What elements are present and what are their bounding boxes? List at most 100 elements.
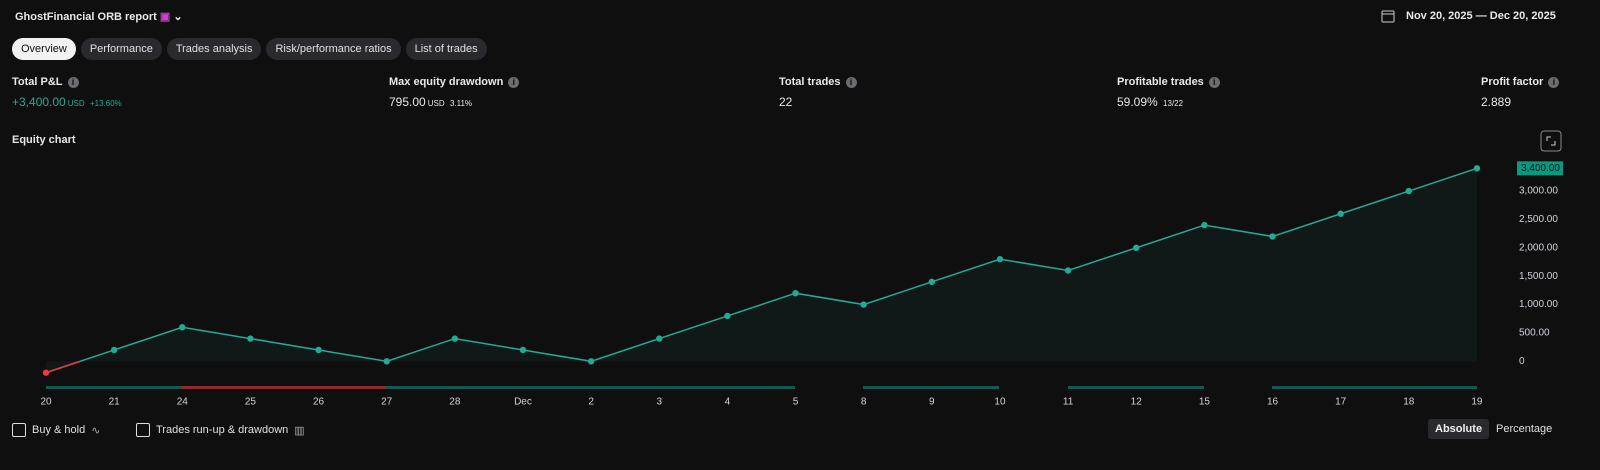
equity-point: [724, 312, 731, 320]
metric: Max equity drawdown i 795.00 USD 3.11%: [389, 76, 520, 109]
equity-point: [928, 278, 936, 286]
chart-title: Equity chart: [12, 134, 76, 146]
metric-value: 59.09%: [1117, 95, 1158, 109]
equity-point: [1269, 233, 1276, 240]
info-icon[interactable]: i: [67, 76, 79, 88]
metric-label: Profitable trades: [1117, 76, 1204, 88]
y-tick-label: 1,500.00: [1519, 271, 1558, 282]
tab[interactable]: Performance: [80, 38, 162, 60]
equity-line: [45, 167, 1478, 374]
x-tick-label: 17: [1335, 397, 1347, 408]
equity-point: [860, 301, 867, 308]
date-range[interactable]: Nov 20, 2025 — Dec 20, 2025: [1406, 10, 1556, 22]
x-tick-label: 3: [656, 397, 662, 408]
x-tick-label: 18: [1403, 397, 1415, 408]
tab[interactable]: Trades analysis: [166, 38, 262, 60]
metric-value: +3,400.00: [12, 95, 66, 109]
report-title[interactable]: GhostFinancial ORB report ▣ ⌄: [15, 10, 183, 23]
tabs: Overview Performance Trades analysis Ris…: [12, 38, 487, 60]
last-value-box: [1517, 161, 1563, 176]
equity-point: [587, 358, 595, 365]
expand-button[interactable]: [1540, 130, 1562, 152]
runup-toggle[interactable]: Trades run-up & drawdown ▥: [136, 423, 305, 437]
equity-point: [247, 335, 254, 342]
equity-point: [383, 358, 390, 365]
trade-bar: [1068, 386, 1204, 389]
metric: Profit factor i 2.889: [1481, 76, 1560, 109]
x-tick-label: 24: [177, 397, 189, 408]
metric-label: Profit factor: [1481, 76, 1544, 88]
x-tick-label: 12: [1131, 397, 1143, 408]
metric: Profitable trades i 59.09% 13/22: [1117, 76, 1220, 109]
control-label: Trades run-up & drawdown: [156, 424, 289, 436]
y-tick-label: 2,500.00: [1519, 214, 1558, 225]
metric-extra: 13/22: [1163, 99, 1184, 108]
y-tick-label: 500.00: [1519, 328, 1550, 339]
metric-value: 2.889: [1481, 95, 1512, 109]
x-tick-label: 19: [1471, 397, 1483, 408]
equity-area: [46, 168, 1477, 373]
equity-point: [1405, 187, 1413, 195]
x-tick-label: Dec: [514, 397, 532, 408]
equity-point: [1337, 210, 1344, 217]
info-icon[interactable]: i: [508, 76, 520, 88]
equity-point: [1201, 221, 1208, 229]
x-tick-label: 25: [245, 397, 257, 408]
metric-value: 22: [779, 95, 793, 109]
buy-hold-toggle[interactable]: Buy & hold ∿: [12, 423, 100, 437]
tab[interactable]: List of trades: [405, 38, 487, 60]
metric: Total trades i 22: [779, 76, 857, 109]
trade-bar: [182, 386, 386, 389]
absolute-button[interactable]: Absolute: [1428, 419, 1490, 439]
equity-point: [179, 324, 186, 331]
line-icon: ∿: [91, 424, 101, 437]
x-tick-label: 15: [1199, 397, 1211, 408]
x-tick-label: 9: [929, 397, 935, 408]
metric-extra: 3.11%: [449, 99, 473, 108]
trade-bar: [1272, 386, 1477, 389]
tab[interactable]: Overview: [12, 38, 76, 60]
info-icon[interactable]: i: [1208, 76, 1220, 88]
metric-label: Total trades: [779, 76, 841, 88]
trade-bar: [386, 386, 795, 389]
info-icon[interactable]: i: [1548, 76, 1560, 88]
percentage-button[interactable]: Percentage: [1496, 423, 1553, 435]
x-tick-label: 27: [381, 397, 393, 408]
checkbox[interactable]: [12, 423, 26, 437]
info-icon[interactable]: i: [845, 76, 857, 88]
trade-bar: [863, 386, 999, 389]
equity-point: [792, 290, 799, 297]
x-tick-label: 4: [725, 397, 731, 408]
y-tick-label: 1,000.00: [1519, 299, 1558, 310]
metric-label: Total P&L: [12, 76, 63, 88]
x-tick-label: 16: [1267, 397, 1279, 408]
checkbox[interactable]: [136, 423, 150, 437]
equity-point: [656, 335, 663, 342]
x-tick-label: 2: [588, 397, 594, 408]
y-tick-label: 3,000.00: [1519, 186, 1558, 197]
equity-point: [1133, 244, 1140, 251]
calendar-icon[interactable]: [1380, 8, 1396, 24]
equity-point: [996, 255, 1004, 263]
tab[interactable]: Risk/performance ratios: [266, 38, 401, 60]
calendar-badge: ▣: [159, 11, 171, 23]
equity-point: [110, 346, 118, 354]
y-tick-label: 2,000.00: [1519, 242, 1558, 253]
chevron: ⌄: [173, 11, 183, 23]
x-tick-label: 8: [861, 397, 867, 408]
x-tick-label: 10: [994, 397, 1006, 408]
equity-point: [451, 335, 459, 342]
last-value-label: 3,400.00: [1521, 163, 1560, 174]
metric: Total P&L i +3,400.00 USD +13.60%: [12, 76, 122, 109]
expand-icon: [1546, 136, 1556, 146]
metric-label: Max equity drawdown: [389, 76, 504, 88]
equity-point: [1473, 165, 1481, 172]
x-tick-label: 26: [313, 397, 325, 408]
equity-point: [1064, 267, 1072, 274]
equity-point: [519, 346, 527, 354]
control-label: Buy & hold: [32, 424, 86, 436]
title-text: GhostFinancial ORB report: [15, 11, 157, 23]
bars-icon: ▥: [294, 424, 305, 437]
